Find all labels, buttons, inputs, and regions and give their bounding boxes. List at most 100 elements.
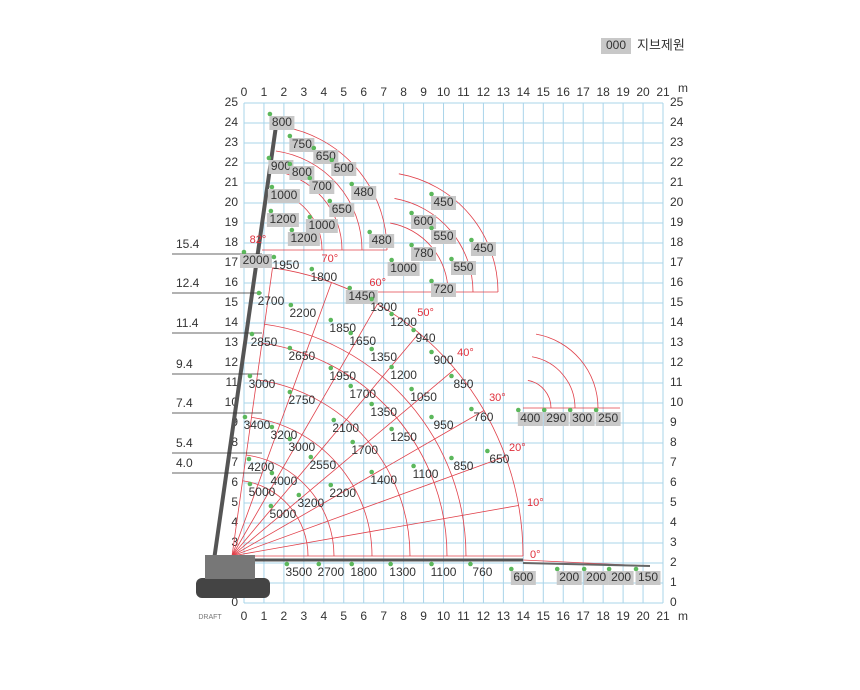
load-label: 4000 [271, 474, 298, 488]
load-box [470, 242, 496, 256]
x-tick-label: 3 [301, 85, 308, 99]
x-unit: m [678, 81, 688, 95]
y-tick-label: 4 [231, 515, 238, 529]
load-label: 1350 [370, 350, 397, 364]
load-point [449, 455, 454, 461]
load-point [247, 373, 253, 379]
load-point [429, 278, 434, 284]
load-arc [251, 416, 373, 557]
load-label: 1700 [349, 387, 376, 401]
header-code: 000 [606, 38, 626, 52]
load-label: 850 [453, 459, 473, 473]
load-point [327, 198, 333, 204]
load-arc [273, 170, 343, 251]
load-label: 940 [416, 331, 436, 345]
load-label: 5000 [270, 507, 297, 521]
y-tick-label: 22 [225, 155, 239, 169]
load-box [411, 247, 437, 261]
load-label: 1450 [348, 289, 375, 303]
load-point [541, 407, 547, 413]
y-tick-label: 24 [225, 115, 239, 129]
y-tick-label: 5 [231, 495, 238, 509]
boom-length-label: 7.4 [176, 396, 193, 410]
angle-line [231, 267, 273, 557]
load-box [517, 412, 543, 426]
y-tick-label: 25 [225, 95, 239, 109]
load-label: 1000 [308, 218, 335, 232]
angle-line [231, 505, 519, 557]
load-label: 5000 [249, 485, 276, 499]
y-tick-label: 24 [670, 115, 684, 129]
y-tick-label: 3 [670, 535, 677, 549]
load-label: 1050 [410, 390, 437, 404]
y-tick-label: 10 [670, 395, 684, 409]
y-tick-label: 7 [231, 455, 238, 469]
load-point [267, 111, 273, 117]
x-tick-label: 21 [656, 609, 670, 623]
load-label: 450 [434, 195, 454, 209]
load-label: 1200 [270, 212, 297, 226]
load-box [431, 283, 457, 297]
load-point [269, 184, 275, 190]
y-tick-label: 15 [670, 295, 684, 309]
load-label: 1300 [389, 565, 416, 579]
load-label: 700 [312, 179, 332, 193]
load-label: 2200 [290, 306, 317, 320]
load-label: 2850 [251, 335, 278, 349]
angle-label: 70° [321, 253, 338, 265]
y-tick-label: 3 [231, 535, 238, 549]
load-point [593, 407, 599, 413]
x-unit: m [678, 609, 688, 623]
angle-label: 0° [530, 549, 541, 561]
x-tick-label: 16 [557, 85, 571, 99]
load-box [268, 160, 294, 174]
y-tick-label: 1 [670, 575, 677, 589]
load-label: 1000 [390, 261, 417, 275]
load-point [411, 463, 416, 469]
load-point [307, 214, 313, 220]
angle-line [231, 368, 456, 557]
load-point [485, 448, 490, 454]
y-tick-label: 15 [225, 295, 239, 309]
load-label: 850 [453, 377, 473, 391]
load-point [469, 237, 474, 243]
load-label: 1650 [349, 334, 376, 348]
x-tick-label: 11 [457, 85, 470, 99]
x-tick-label: 13 [497, 609, 511, 623]
x-tick-label: 21 [656, 85, 670, 99]
crane-body [205, 555, 255, 579]
load-box [450, 261, 476, 275]
load-box [543, 412, 569, 426]
load-point [554, 566, 560, 572]
load-box [309, 180, 335, 194]
boom-length-label: 9.4 [176, 357, 193, 371]
load-label: 550 [434, 229, 454, 243]
load-label: 1100 [431, 565, 457, 579]
y-tick-label: 13 [670, 335, 684, 349]
y-tick-label: 20 [670, 195, 684, 209]
x-tick-label: 2 [281, 85, 288, 99]
x-tick-label: 8 [400, 85, 407, 99]
load-label: 3500 [286, 565, 313, 579]
y-tick-label: 18 [225, 235, 239, 249]
load-label: 800 [272, 115, 292, 129]
y-tick-label: 13 [225, 335, 239, 349]
load-label: 2200 [329, 486, 356, 500]
load-box [387, 262, 420, 276]
x-tick-label: 14 [517, 609, 531, 623]
load-box [595, 412, 621, 426]
y-tick-label: 7 [670, 455, 677, 469]
load-point [296, 492, 302, 498]
y-tick-label: 8 [670, 435, 677, 449]
x-tick-label: 0 [241, 85, 248, 99]
load-point [388, 561, 393, 567]
load-point [449, 256, 454, 262]
load-label: 200 [586, 570, 606, 584]
load-label: 200 [559, 570, 579, 584]
draft-label: DRAFT [198, 614, 222, 621]
load-box [266, 213, 299, 227]
load-point [284, 561, 290, 567]
load-point [347, 285, 353, 291]
load-box [269, 116, 295, 130]
